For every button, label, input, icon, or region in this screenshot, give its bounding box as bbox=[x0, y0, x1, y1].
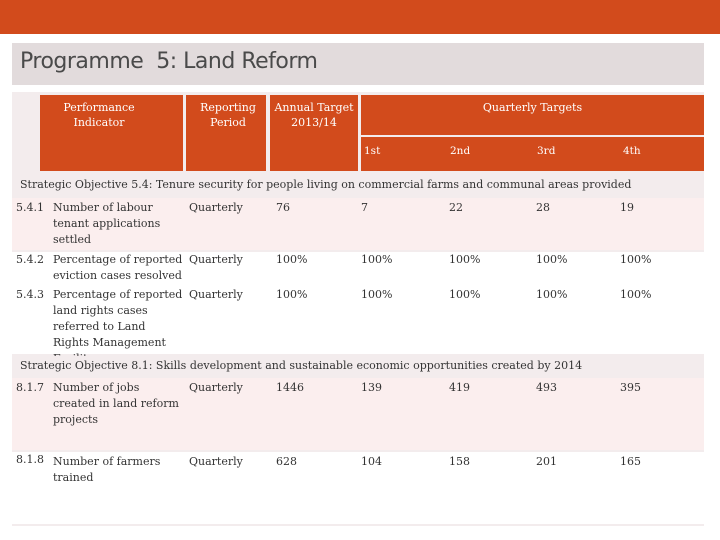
row-q1: 7 bbox=[361, 201, 368, 214]
objective-row-2: Strategic Objective 8.1: Skills developm… bbox=[12, 356, 704, 376]
header-performance-indicator-label: Performance Indicator bbox=[63, 101, 135, 129]
table-row-group: 5.4.2 Percentage of reported eviction ca… bbox=[12, 252, 704, 365]
row-period: Quarterly bbox=[189, 201, 243, 214]
title-band: Programme 5: Land Reform bbox=[12, 43, 704, 85]
table-row: 5.4.1 Number of labour tenant applicatio… bbox=[12, 198, 704, 250]
row-q3: 100% bbox=[536, 288, 568, 301]
row-q4: 19 bbox=[620, 201, 634, 214]
header-performance-indicator: Performance Indicator bbox=[40, 95, 183, 171]
row-q2: 100% bbox=[449, 253, 481, 266]
header-quarterly-targets-label: Quarterly Targets bbox=[482, 101, 583, 114]
row-q3: 493 bbox=[536, 381, 557, 394]
row-indicator: Percentage of reported eviction cases re… bbox=[53, 253, 183, 282]
header-annual-target-label: Annual Target 2013/14 bbox=[274, 101, 354, 129]
row-indicator: Percentage of reported land rights cases… bbox=[53, 288, 183, 365]
row-q4: 395 bbox=[620, 381, 641, 394]
row-q1: 139 bbox=[361, 381, 382, 394]
row-q4: 100% bbox=[620, 253, 652, 266]
top-accent-bar bbox=[0, 0, 720, 34]
row-period: Quarterly bbox=[189, 253, 243, 266]
row-annual-target: 76 bbox=[276, 201, 290, 214]
row-period: Quarterly bbox=[189, 381, 243, 394]
row-q3: 28 bbox=[536, 201, 550, 214]
header-reporting-period: Reporting Period bbox=[186, 95, 266, 171]
quarter-2-label: 2nd bbox=[450, 145, 471, 157]
row-id: 8.1.8 bbox=[16, 453, 44, 466]
row-q2: 158 bbox=[449, 455, 470, 468]
objective-1-text: Strategic Objective 5.4: Tenure security… bbox=[20, 178, 632, 191]
row-id: 8.1.7 bbox=[16, 381, 44, 394]
row-indicator: Number of jobs created in land reform pr… bbox=[53, 381, 179, 426]
row-annual-target: 628 bbox=[276, 455, 297, 468]
header-reporting-period-label: Reporting Period bbox=[200, 101, 256, 129]
row-q2: 419 bbox=[449, 381, 470, 394]
row-q1: 100% bbox=[361, 288, 393, 301]
row-id: 5.4.1 bbox=[16, 201, 44, 214]
row-q1: 104 bbox=[361, 455, 382, 468]
row-q3: 201 bbox=[536, 455, 557, 468]
row-annual-target: 100% bbox=[276, 253, 308, 266]
header-quarterly-targets: Quarterly Targets bbox=[361, 95, 704, 135]
row-q2: 100% bbox=[449, 288, 481, 301]
header-annual-target: Annual Target 2013/14 bbox=[270, 95, 358, 171]
row-q3: 100% bbox=[536, 253, 568, 266]
row-q1: 100% bbox=[361, 253, 393, 266]
page-title: Programme 5: Land Reform bbox=[20, 49, 318, 74]
table-row: 8.1.8 Number of farmers trained Quarterl… bbox=[12, 452, 704, 524]
row-q2: 22 bbox=[449, 201, 463, 214]
objective-row-1: Strategic Objective 5.4: Tenure security… bbox=[12, 174, 704, 196]
row-q4: 165 bbox=[620, 455, 641, 468]
quarter-4-label: 4th bbox=[623, 145, 641, 157]
row-annual-target: 100% bbox=[276, 288, 308, 301]
row-q4: 100% bbox=[620, 288, 652, 301]
row-id: 5.4.2 bbox=[16, 253, 44, 266]
objective-2-text: Strategic Objective 8.1: Skills developm… bbox=[20, 359, 583, 372]
quarter-1-label: 1st bbox=[364, 145, 381, 157]
quarter-3-label: 3rd bbox=[537, 145, 556, 157]
table-row: 8.1.7 Number of jobs created in land ref… bbox=[12, 378, 704, 450]
row-indicator: Number of labour tenant applications set… bbox=[53, 201, 161, 246]
row-annual-target: 1446 bbox=[276, 381, 304, 394]
row-period: Quarterly bbox=[189, 455, 243, 468]
row-period: Quarterly bbox=[189, 288, 243, 301]
header-quarters-row: 1st 2nd 3rd 4th bbox=[361, 137, 704, 171]
row-indicator: Number of farmers trained bbox=[53, 455, 161, 484]
row-id: 5.4.3 bbox=[16, 288, 44, 301]
